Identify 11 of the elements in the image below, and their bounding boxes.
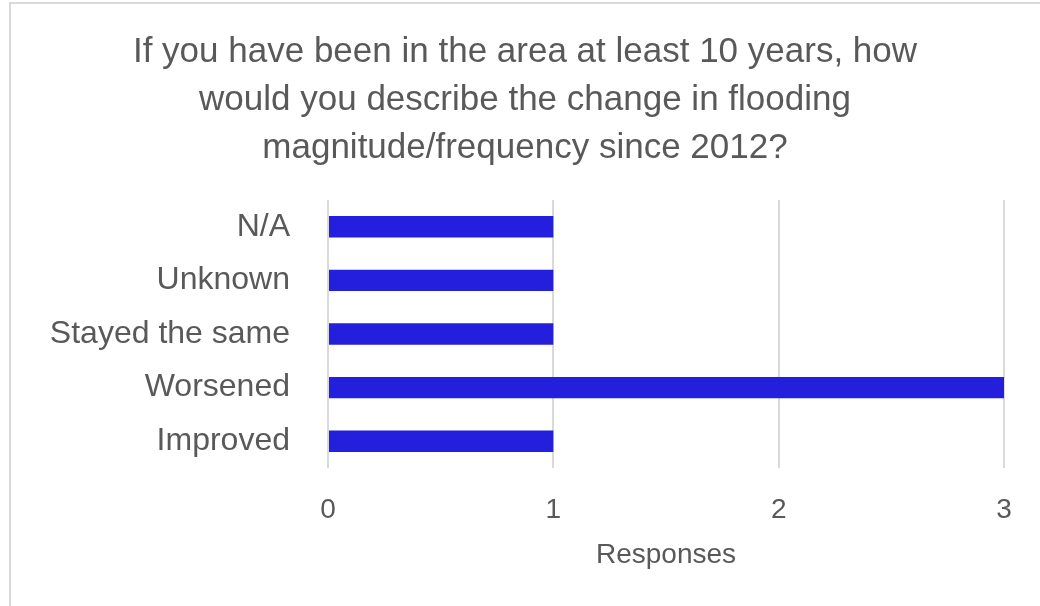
y-tick-label: Improved <box>156 421 290 458</box>
x-tick-label: 0 <box>320 492 336 524</box>
x-tick-label: 3 <box>996 492 1012 524</box>
y-tick-label: Worsened <box>144 367 290 404</box>
y-tick-label: Unknown <box>156 260 290 297</box>
chart-title: If you have been in the area at least 10 years, how would you describe the change in flooding magnitude/frequency since 2012? <box>131 29 919 167</box>
x-tick-label: 1 <box>545 492 562 524</box>
y-tick-label: N/A <box>236 206 291 243</box>
y-tick-label: Stayed the same <box>49 313 290 350</box>
x-tick-label: 2 <box>770 492 787 524</box>
x-axis-title: Responses <box>595 537 737 569</box>
